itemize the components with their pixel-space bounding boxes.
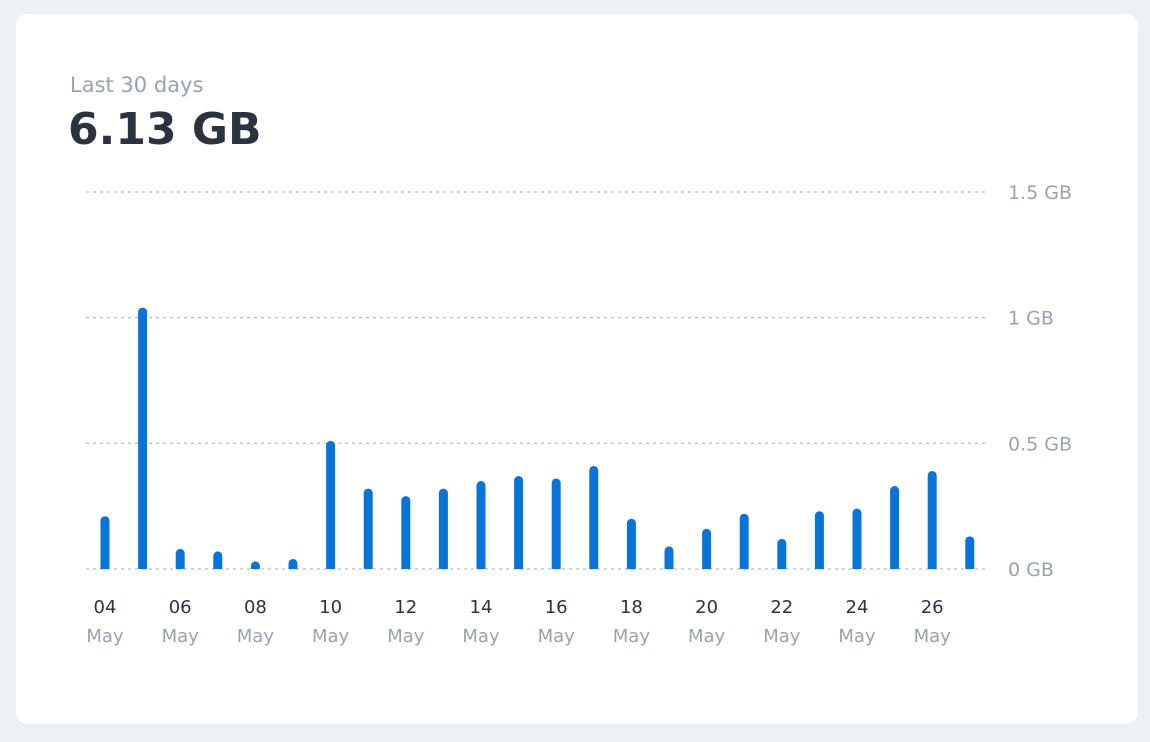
bar bbox=[213, 551, 223, 569]
card-label: Last 30 days bbox=[70, 73, 203, 97]
bar bbox=[250, 561, 260, 569]
x-tick-label: 18 May bbox=[612, 597, 650, 647]
bar bbox=[551, 478, 561, 569]
bar bbox=[514, 476, 524, 569]
x-tick-label: 04 May bbox=[86, 597, 124, 647]
bar bbox=[288, 558, 298, 569]
x-tick-label: 24 May bbox=[838, 597, 876, 647]
card-total: 6.13 GB bbox=[68, 104, 262, 155]
x-tick-label: 12 May bbox=[387, 597, 425, 647]
x-tick-label: 06 May bbox=[161, 597, 199, 647]
bar bbox=[777, 538, 787, 569]
bar bbox=[326, 440, 336, 569]
y-tick-label: 1.5 GB bbox=[1008, 182, 1072, 204]
x-tick-label: 14 May bbox=[462, 597, 500, 647]
bar bbox=[438, 488, 448, 569]
x-tick-label: 16 May bbox=[537, 597, 575, 647]
bar bbox=[100, 516, 110, 569]
card bbox=[16, 14, 1138, 724]
bar bbox=[363, 488, 373, 569]
x-tick-label: 20 May bbox=[687, 597, 726, 647]
x-tick-label: 08 May bbox=[236, 597, 274, 647]
bar bbox=[927, 470, 937, 569]
bar bbox=[702, 528, 712, 569]
bar bbox=[476, 481, 486, 569]
bar bbox=[965, 536, 975, 569]
bar bbox=[739, 513, 749, 569]
bar bbox=[589, 465, 599, 569]
bar bbox=[664, 546, 674, 569]
bar bbox=[626, 518, 636, 569]
bar bbox=[852, 508, 862, 569]
bar bbox=[814, 511, 824, 569]
x-tick-label: 22 May bbox=[763, 597, 801, 647]
bar bbox=[175, 548, 185, 569]
bar bbox=[401, 496, 411, 569]
bar bbox=[138, 307, 148, 569]
bar bbox=[890, 486, 900, 569]
x-tick-label: 26 May bbox=[913, 597, 951, 647]
y-tick-label: 1 GB bbox=[1008, 308, 1054, 330]
y-tick-label: 0.5 GB bbox=[1008, 433, 1072, 455]
y-tick-label: 0 GB bbox=[1008, 559, 1054, 581]
x-tick-label: 10 May bbox=[311, 597, 350, 647]
